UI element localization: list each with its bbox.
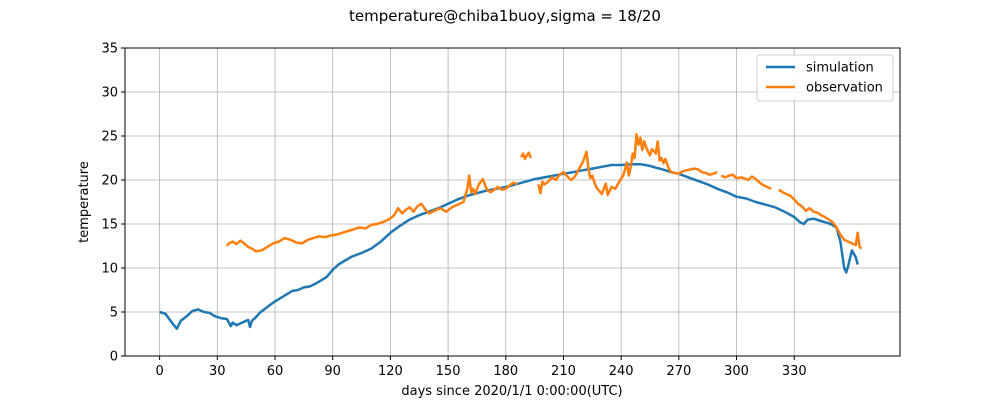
x-tick-label: 60 xyxy=(267,364,284,379)
x-tick-label: 330 xyxy=(782,364,807,379)
y-tick-label: 15 xyxy=(101,218,118,233)
y-tick-label: 25 xyxy=(101,130,118,145)
y-tick-label: 5 xyxy=(110,306,118,321)
legend: simulation observation xyxy=(756,54,894,102)
legend-label-simulation: simulation xyxy=(806,61,874,76)
x-tick-label: 90 xyxy=(324,364,341,379)
y-tick-label: 0 xyxy=(110,350,118,365)
x-axis-label: days since 2020/1/1 0:00:00(UTC) xyxy=(401,384,622,399)
x-tick-label: 30 xyxy=(209,364,226,379)
y-tick-label: 35 xyxy=(101,42,118,57)
series-line-observation xyxy=(225,132,863,253)
y-tick-label: 30 xyxy=(101,86,118,101)
y-axis-label: temperature xyxy=(77,161,92,243)
x-axis-ticks: 0 30 60 90 120 150 180 210 240 270 300 330 xyxy=(155,356,807,379)
plot-area-frame xyxy=(124,47,901,357)
x-tick-label: 120 xyxy=(378,364,403,379)
legend-label-observation: observation xyxy=(806,81,883,96)
y-axis-ticks: 0 5 10 15 20 25 30 35 xyxy=(101,42,125,365)
x-tick-label: 300 xyxy=(724,364,749,379)
x-tick-label: 150 xyxy=(436,364,461,379)
chart-title: temperature@chiba1buoy,sigma = 18/20 xyxy=(349,7,661,25)
series-line-simulation xyxy=(159,162,859,330)
x-tick-label: 240 xyxy=(609,364,634,379)
x-tick-label: 0 xyxy=(155,364,163,379)
x-tick-label: 180 xyxy=(493,364,518,379)
series-layer xyxy=(159,132,863,330)
y-tick-label: 10 xyxy=(101,262,118,277)
x-tick-label: 210 xyxy=(551,364,576,379)
x-tick-label: 270 xyxy=(666,364,691,379)
y-tick-label: 20 xyxy=(101,174,118,189)
